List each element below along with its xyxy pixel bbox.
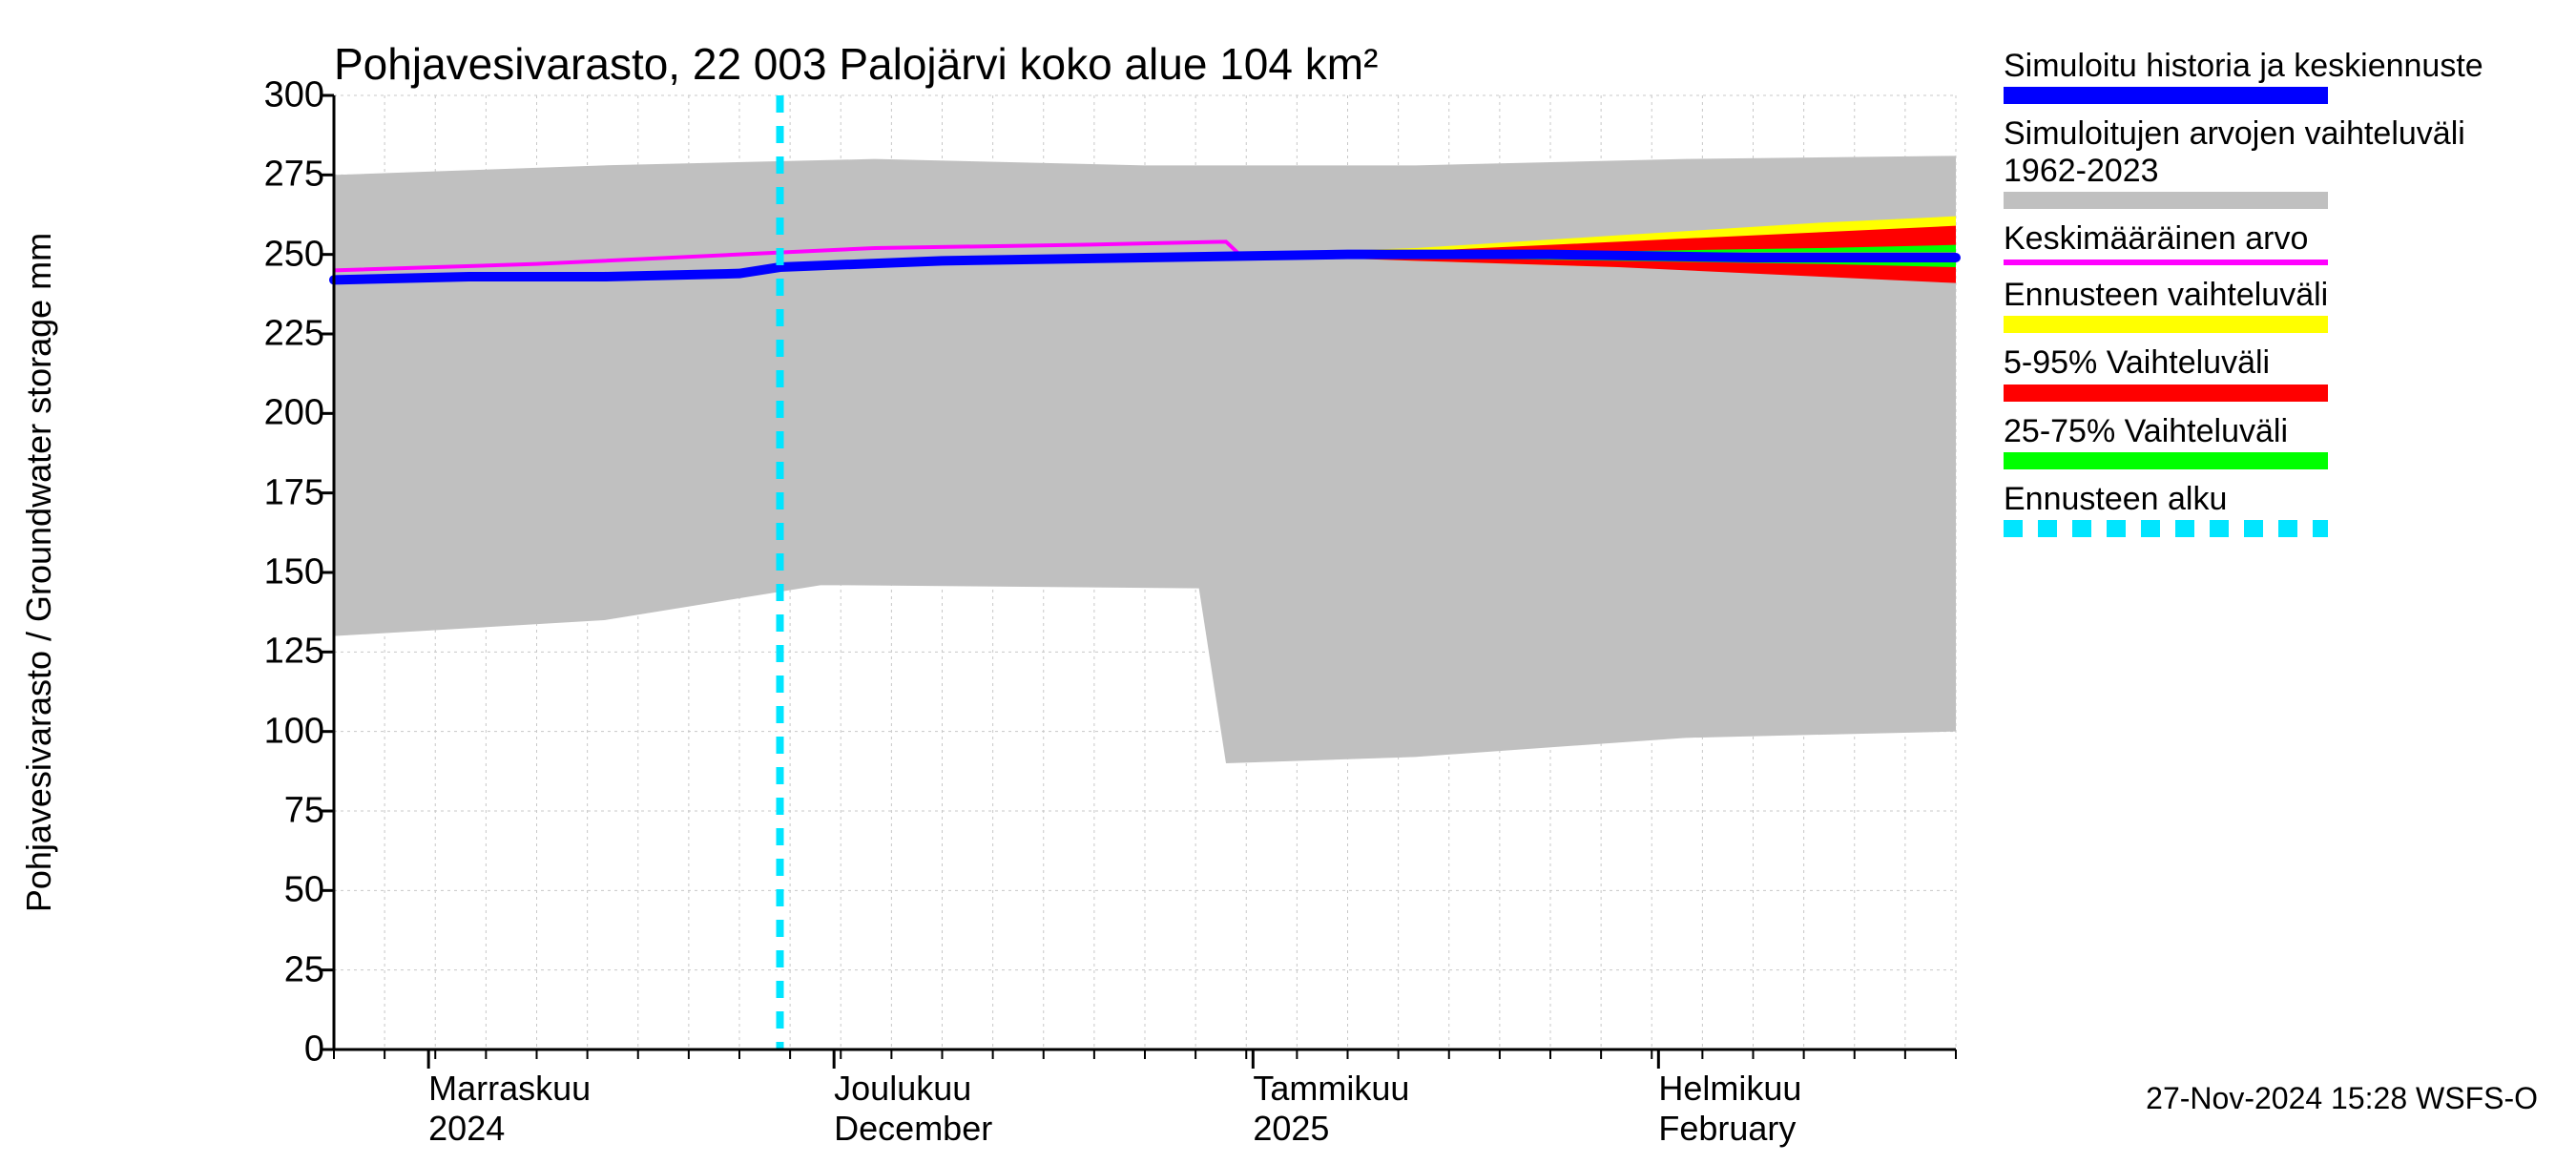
legend-item: Simuloitujen arvojen vaihteluväli 1962-2… bbox=[2004, 115, 2557, 209]
y-tick-label: 125 bbox=[191, 632, 324, 673]
y-tick-label: 250 bbox=[191, 234, 324, 275]
x-tick-label: JoulukuuDecember bbox=[834, 1069, 992, 1149]
y-tick-label: 225 bbox=[191, 314, 324, 355]
y-tick-label: 300 bbox=[191, 75, 324, 116]
y-tick-label: 50 bbox=[191, 870, 324, 911]
plot-area bbox=[334, 95, 1956, 1050]
legend-label: 25-75% Vaihteluväli bbox=[2004, 413, 2557, 450]
figure: Pohjavesivarasto / Groundwater storage m… bbox=[0, 0, 2576, 1145]
legend-item: Simuloitu historia ja keskiennuste bbox=[2004, 48, 2557, 104]
legend-label: Keskimääräinen arvo bbox=[2004, 220, 2557, 258]
legend-swatch bbox=[2004, 452, 2328, 469]
legend-label: Simuloitujen arvojen vaihteluväli 1962-2… bbox=[2004, 115, 2557, 190]
legend-item: Keskimääräinen arvo bbox=[2004, 220, 2557, 265]
legend-swatch bbox=[2004, 192, 2328, 209]
y-tick-label: 150 bbox=[191, 552, 324, 593]
legend: Simuloitu historia ja keskiennuste Simulo… bbox=[2004, 48, 2557, 549]
legend-label: Ennusteen alku bbox=[2004, 481, 2557, 518]
y-tick-labels: 0255075100125150175200225250275300 bbox=[191, 95, 324, 1050]
y-tick-label: 25 bbox=[191, 949, 324, 990]
plot-svg bbox=[334, 95, 1956, 1050]
y-tick-label: 200 bbox=[191, 393, 324, 434]
y-tick-label: 275 bbox=[191, 155, 324, 196]
y-tick-label: 175 bbox=[191, 472, 324, 513]
x-tick-labels: Marraskuu2024 JoulukuuDecember Tammikuu202… bbox=[334, 1069, 1956, 1164]
x-tick-label: Tammikuu2025 bbox=[1253, 1069, 1409, 1149]
legend-swatch bbox=[2004, 260, 2328, 265]
legend-swatch bbox=[2004, 385, 2328, 402]
x-tick-label: HelmikuuFebruary bbox=[1658, 1069, 1801, 1149]
legend-swatch bbox=[2004, 316, 2328, 333]
legend-label: Simuloitu historia ja keskiennuste bbox=[2004, 48, 2557, 85]
legend-label: Ennusteen vaihteluväli bbox=[2004, 277, 2557, 314]
legend-item: 25-75% Vaihteluväli bbox=[2004, 413, 2557, 469]
legend-swatch bbox=[2004, 87, 2328, 104]
y-tick-label: 100 bbox=[191, 711, 324, 752]
chart-title: Pohjavesivarasto, 22 003 Palojärvi koko … bbox=[334, 38, 1378, 90]
legend-label: 5-95% Vaihteluväli bbox=[2004, 344, 2557, 382]
legend-swatch bbox=[2004, 520, 2328, 537]
x-tick-label: Marraskuu2024 bbox=[428, 1069, 591, 1149]
legend-item: Ennusteen alku bbox=[2004, 481, 2557, 537]
y-tick-label: 75 bbox=[191, 791, 324, 832]
legend-item: 5-95% Vaihteluväli bbox=[2004, 344, 2557, 401]
y-axis-label: Pohjavesivarasto / Groundwater storage m… bbox=[19, 233, 59, 912]
legend-item: Ennusteen vaihteluväli bbox=[2004, 277, 2557, 333]
timestamp: 27-Nov-2024 15:28 WSFS-O bbox=[2146, 1081, 2538, 1116]
y-tick-label: 0 bbox=[191, 1029, 324, 1070]
